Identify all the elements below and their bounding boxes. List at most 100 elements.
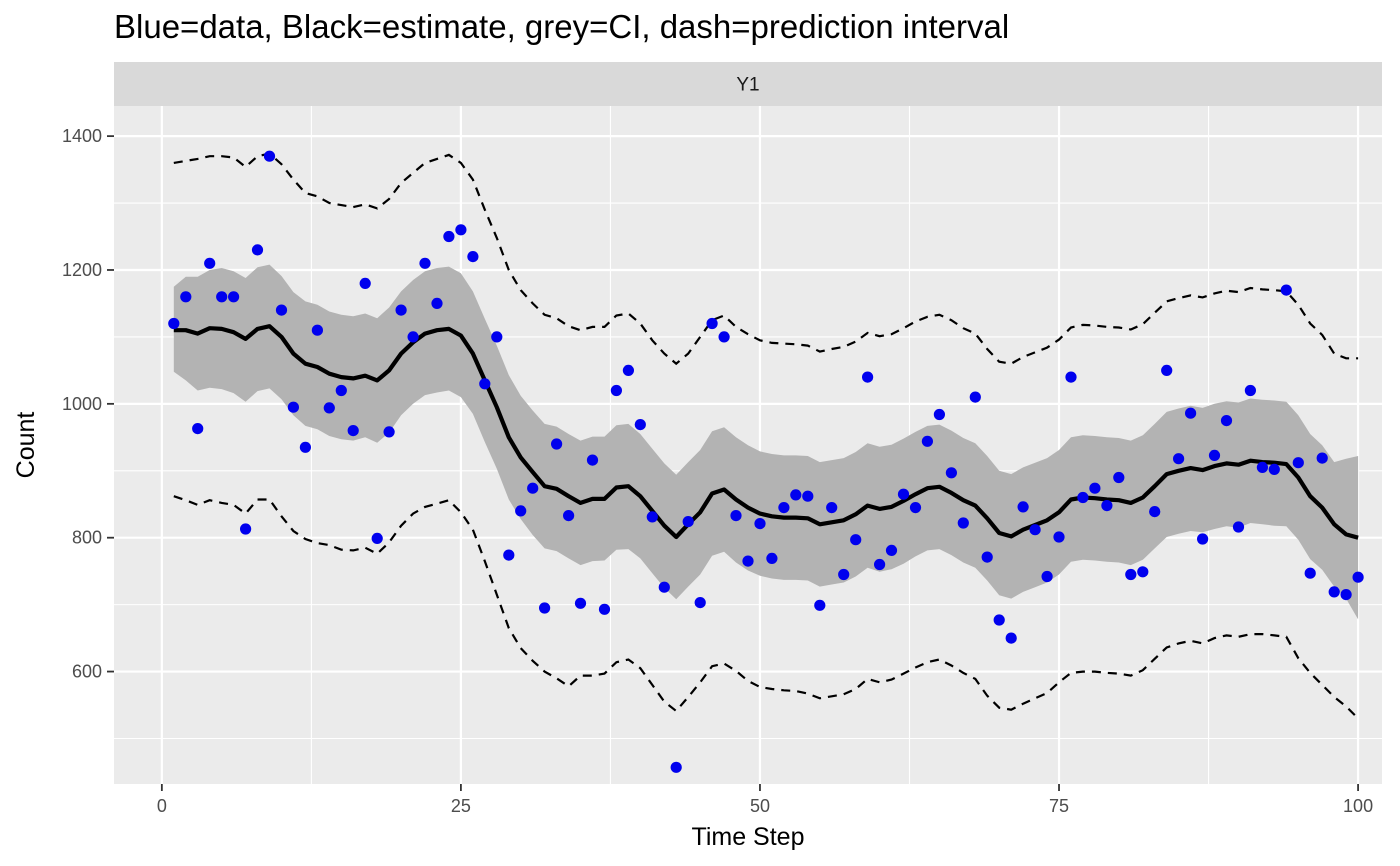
data-point (610, 384, 623, 397)
data-point (718, 331, 730, 343)
data-point (933, 408, 946, 421)
data-point (1197, 533, 1209, 545)
data-point (885, 544, 898, 557)
data-point (1077, 491, 1089, 504)
data-point (742, 555, 754, 567)
data-point (407, 331, 419, 343)
y-tick-label: 800 (72, 528, 102, 548)
data-point (299, 441, 311, 453)
data-point (586, 454, 599, 466)
data-point (1232, 521, 1245, 533)
x-tick-label: 25 (451, 796, 471, 816)
observed-points (168, 150, 1364, 773)
data-point (706, 317, 718, 330)
data-point (826, 502, 838, 514)
data-point (1065, 371, 1077, 383)
data-point (598, 603, 611, 615)
data-point (180, 291, 192, 303)
data-point (682, 516, 694, 528)
data-point (1173, 453, 1185, 465)
estimate-line (173, 324, 1359, 540)
data-point (455, 224, 467, 236)
data-point (802, 490, 814, 502)
data-point (1125, 568, 1137, 581)
data-point (1316, 452, 1328, 464)
facet-strip (114, 62, 1382, 106)
data-point (419, 257, 431, 269)
data-point (287, 401, 299, 413)
data-point (670, 761, 682, 773)
data-point (1053, 531, 1065, 543)
data-point (754, 518, 766, 530)
facet-label: Y1 (736, 75, 759, 96)
data-point (1185, 407, 1197, 419)
data-point (945, 467, 958, 479)
data-point (204, 257, 216, 269)
data-point (838, 568, 850, 581)
data-point (646, 511, 658, 523)
data-point (1113, 471, 1125, 484)
x-tick-label: 50 (750, 796, 770, 816)
data-point (551, 438, 563, 450)
data-point (467, 251, 479, 263)
data-point (1220, 415, 1233, 427)
data-point (897, 488, 910, 500)
data-point (993, 614, 1005, 626)
data-point (1244, 384, 1256, 397)
data-point (658, 581, 670, 593)
confidence-interval-band (173, 264, 1359, 620)
data-point (622, 364, 635, 376)
data-point (491, 331, 503, 343)
data-point (1017, 501, 1029, 513)
data-point (395, 304, 407, 316)
y-tick-label: 1400 (62, 126, 102, 146)
data-point (1352, 571, 1364, 583)
data-point (479, 378, 491, 390)
data-point (574, 597, 587, 609)
data-point (909, 502, 922, 514)
data-point (323, 402, 335, 414)
data-point (790, 489, 802, 501)
data-point (778, 502, 790, 514)
data-point (1149, 506, 1161, 518)
data-point (527, 482, 539, 494)
data-point (1005, 632, 1017, 644)
x-tick-label: 100 (1343, 796, 1373, 816)
data-point (443, 230, 455, 243)
data-point (216, 291, 228, 303)
data-point (371, 532, 383, 545)
data-point (503, 549, 515, 561)
data-point (874, 558, 886, 571)
data-point (1256, 461, 1268, 473)
data-point (1101, 500, 1113, 512)
x-tick-label: 0 (157, 796, 167, 816)
data-point (1292, 457, 1304, 469)
data-point (539, 602, 551, 614)
data-point (1041, 570, 1053, 583)
y-tick-label: 1200 (62, 260, 102, 280)
data-point (1089, 482, 1101, 494)
y-tick-label: 1000 (62, 394, 102, 414)
data-point (168, 317, 180, 330)
data-point (1208, 449, 1221, 461)
chart-title: Blue=data, Black=estimate, grey=CI, dash… (114, 8, 1010, 45)
data-point (1029, 524, 1041, 536)
data-point (228, 291, 240, 303)
data-point (730, 509, 742, 522)
data-point (1304, 567, 1316, 579)
data-point (694, 597, 706, 609)
data-point (862, 371, 874, 383)
data-point (263, 150, 276, 162)
data-point (957, 517, 969, 529)
x-axis: 0 25 50 75 100 (157, 784, 1373, 816)
data-point (347, 425, 359, 437)
prediction-interval-upper (173, 152, 1359, 366)
data-point (1161, 364, 1173, 376)
y-tick-label: 600 (72, 662, 102, 682)
x-tick-label: 75 (1049, 796, 1069, 816)
data-point (1340, 589, 1352, 601)
data-point (251, 244, 264, 256)
data-point (1268, 463, 1280, 475)
data-point (969, 391, 981, 403)
